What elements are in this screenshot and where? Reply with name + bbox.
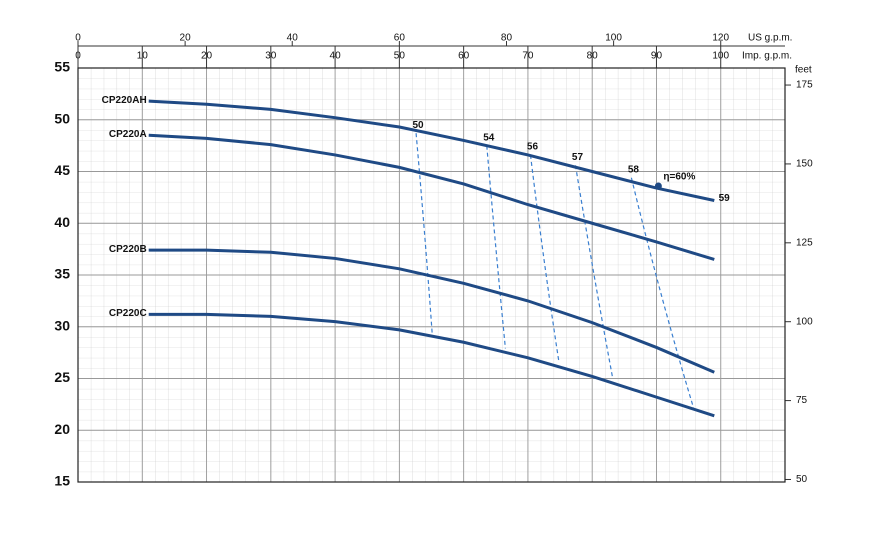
- y-tick-label: 45: [54, 162, 70, 178]
- y-tick-label: 20: [54, 421, 70, 437]
- y-tick-label: 40: [54, 214, 70, 230]
- series-label: CP220A: [109, 129, 147, 140]
- x-axis-label: Imp. g.p.m.: [742, 51, 792, 62]
- pump-curve: [148, 312, 715, 418]
- efficiency-label: 50: [413, 120, 425, 131]
- efficiency-label: 58: [628, 164, 640, 175]
- x2-tick-label: 40: [287, 33, 299, 44]
- x2-tick-label: 100: [605, 33, 622, 44]
- y-tick-label: 25: [54, 369, 70, 385]
- pump-curve: [148, 248, 715, 374]
- efficiency-line: [529, 154, 560, 361]
- plot-frame: [77, 67, 786, 483]
- x2-tick-label: 120: [712, 33, 729, 44]
- y2-tick-label: 150: [796, 159, 813, 170]
- efficiency-line: [574, 165, 614, 379]
- x2-axis-label: US g.p.m.: [748, 33, 792, 44]
- y-tick-label: 15: [54, 473, 70, 489]
- x2-tick-label: 80: [501, 33, 513, 44]
- series-label: CP220B: [109, 244, 147, 255]
- y-tick-label: 30: [54, 317, 70, 333]
- y2-tick-label: 75: [796, 395, 808, 406]
- y2-tick-label: 125: [796, 237, 813, 248]
- series-label: CP220AH: [102, 95, 147, 106]
- efficiency-label: 57: [572, 152, 584, 163]
- series-label: CP220C: [109, 308, 147, 319]
- pump-curve: [148, 99, 715, 202]
- y2-tick-label: 50: [796, 474, 808, 485]
- efficiency-label: 59: [719, 193, 731, 204]
- pump-curve: [148, 133, 715, 261]
- efficiency-label: 54: [483, 132, 495, 143]
- efficiency-line: [415, 133, 433, 334]
- x2-tick-label: 0: [75, 33, 81, 44]
- x2-tick-label: 60: [394, 33, 406, 44]
- x2-tick-label: 20: [180, 33, 192, 44]
- y-tick-label: 55: [54, 59, 70, 75]
- best-efficiency-point: [654, 182, 662, 190]
- y2-tick-label: 175: [796, 80, 813, 91]
- y2-tick-label: 100: [796, 316, 813, 327]
- y2-axis-label: feet: [795, 65, 812, 76]
- efficiency-line: [630, 177, 695, 409]
- y-tick-label: 50: [54, 110, 70, 126]
- best-efficiency-label: η=60%: [663, 172, 695, 183]
- efficiency-label: 56: [527, 142, 539, 153]
- y-tick-label: 35: [54, 266, 70, 282]
